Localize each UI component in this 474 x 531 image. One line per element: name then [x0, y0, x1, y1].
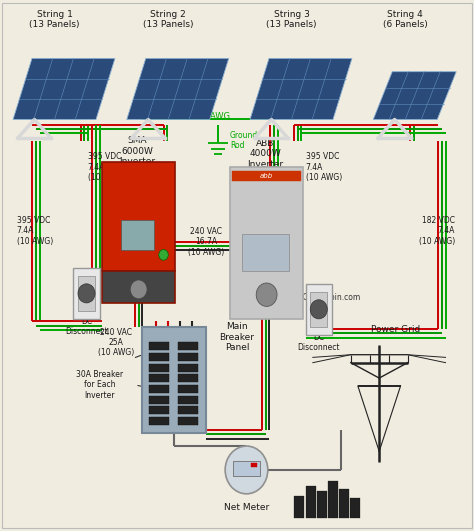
FancyBboxPatch shape	[178, 374, 198, 382]
FancyBboxPatch shape	[306, 486, 316, 518]
FancyBboxPatch shape	[149, 406, 169, 414]
Circle shape	[256, 283, 277, 306]
FancyBboxPatch shape	[178, 396, 198, 404]
Text: © www.BuildMyOwnCabin.com: © www.BuildMyOwnCabin.com	[242, 293, 360, 302]
Text: 6 AWG: 6 AWG	[201, 113, 230, 121]
Text: Main
Breaker
Panel: Main Breaker Panel	[219, 322, 255, 352]
FancyBboxPatch shape	[350, 498, 360, 518]
Text: String 3
(13 Panels): String 3 (13 Panels)	[266, 10, 317, 29]
FancyBboxPatch shape	[233, 461, 260, 476]
FancyBboxPatch shape	[178, 364, 198, 372]
Text: ABB
4000W
Inverter: ABB 4000W Inverter	[247, 139, 283, 169]
Text: 395 VDC
7.4A
(10 AWG): 395 VDC 7.4A (10 AWG)	[17, 216, 53, 246]
FancyBboxPatch shape	[294, 496, 304, 518]
Text: 395 VDC
7.4A
(10 AWG): 395 VDC 7.4A (10 AWG)	[306, 152, 342, 182]
FancyBboxPatch shape	[339, 489, 349, 518]
Text: String 1
(13 Panels): String 1 (13 Panels)	[29, 10, 80, 29]
Circle shape	[310, 299, 327, 319]
Text: 395 VDC
7.4A
(10 AWG): 395 VDC 7.4A (10 AWG)	[88, 152, 124, 182]
Text: String 4
(6 Panels): String 4 (6 Panels)	[383, 10, 428, 29]
FancyBboxPatch shape	[149, 374, 169, 382]
FancyBboxPatch shape	[121, 220, 154, 250]
FancyBboxPatch shape	[149, 342, 169, 350]
FancyBboxPatch shape	[149, 364, 169, 372]
FancyBboxPatch shape	[328, 481, 338, 518]
Polygon shape	[13, 58, 115, 119]
FancyBboxPatch shape	[306, 284, 332, 335]
FancyBboxPatch shape	[73, 268, 100, 319]
Circle shape	[130, 280, 147, 299]
Text: Ground
Rod: Ground Rod	[230, 131, 258, 150]
Text: abb: abb	[260, 173, 273, 179]
FancyBboxPatch shape	[242, 234, 289, 271]
Polygon shape	[373, 72, 456, 119]
FancyBboxPatch shape	[102, 162, 175, 271]
Text: 240 VAC
25A
(10 AWG): 240 VAC 25A (10 AWG)	[98, 328, 134, 357]
FancyBboxPatch shape	[149, 385, 169, 393]
FancyBboxPatch shape	[178, 385, 198, 393]
Circle shape	[159, 250, 168, 260]
FancyBboxPatch shape	[178, 417, 198, 425]
FancyBboxPatch shape	[149, 353, 169, 361]
Polygon shape	[250, 58, 352, 119]
FancyBboxPatch shape	[232, 171, 301, 181]
FancyBboxPatch shape	[178, 406, 198, 414]
Text: String 2
(13 Panels): String 2 (13 Panels)	[143, 10, 193, 29]
FancyBboxPatch shape	[102, 271, 175, 303]
FancyBboxPatch shape	[178, 342, 198, 350]
FancyBboxPatch shape	[230, 167, 303, 319]
Text: 240 VAC
16.7A
(10 AWG): 240 VAC 16.7A (10 AWG)	[188, 227, 224, 256]
FancyBboxPatch shape	[251, 463, 257, 467]
Text: Net Meter: Net Meter	[224, 503, 269, 512]
Text: SMA
6000W
Inverter: SMA 6000W Inverter	[119, 136, 155, 166]
Text: DC
Disconnect: DC Disconnect	[65, 317, 108, 336]
Text: Power Grid: Power Grid	[371, 325, 420, 333]
Polygon shape	[127, 58, 228, 119]
Text: 30A Breaker
for Each
Inverter: 30A Breaker for Each Inverter	[76, 370, 123, 400]
FancyBboxPatch shape	[149, 396, 169, 404]
FancyBboxPatch shape	[142, 327, 206, 433]
FancyBboxPatch shape	[178, 353, 198, 361]
Circle shape	[78, 284, 95, 303]
Text: DC
Disconnect: DC Disconnect	[298, 333, 340, 352]
Circle shape	[225, 446, 268, 494]
Text: 182 VDC
7.4A
(10 AWG): 182 VDC 7.4A (10 AWG)	[419, 216, 455, 246]
FancyBboxPatch shape	[310, 292, 327, 327]
FancyBboxPatch shape	[317, 491, 327, 518]
FancyBboxPatch shape	[149, 417, 169, 425]
FancyBboxPatch shape	[78, 276, 95, 311]
